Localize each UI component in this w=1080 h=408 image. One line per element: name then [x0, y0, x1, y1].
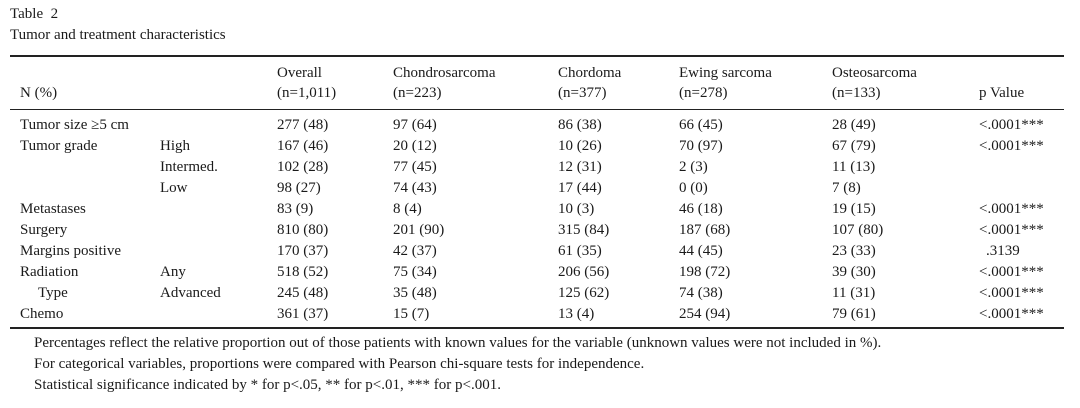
cell-overall: 83 (9) — [277, 201, 314, 217]
cell-overall: 167 (46) — [277, 138, 329, 154]
cell-ewing: 187 (68) — [679, 222, 731, 238]
header-chordoma: Chordoma — [558, 65, 622, 81]
row-sublabel: Advanced — [160, 285, 221, 301]
cell-chordoma: 17 (44) — [558, 180, 602, 196]
cell-osteosarcoma: 107 (80) — [832, 222, 884, 238]
bottom-rule — [10, 327, 1064, 329]
header-chondrosarcoma: Chondrosarcoma — [393, 65, 496, 81]
header-ewing-sarcoma: Ewing sarcoma — [679, 65, 772, 81]
cell-overall: 277 (48) — [277, 117, 329, 133]
cell-p-value: <.0001*** — [979, 306, 1044, 322]
row-label: Surgery — [20, 222, 68, 238]
cell-ewing: 44 (45) — [679, 243, 723, 259]
row-label: Metastases — [20, 201, 86, 217]
cell-osteosarcoma: 67 (79) — [832, 138, 876, 154]
cell-chondrosarcoma: 75 (34) — [393, 264, 437, 280]
cell-ewing: 2 (3) — [679, 159, 708, 175]
header-n-label: N (%) — [20, 85, 58, 101]
row-label: Margins positive — [20, 243, 121, 259]
cell-chordoma: 61 (35) — [558, 243, 602, 259]
cell-chordoma: 125 (62) — [558, 285, 610, 301]
header-osteosarcoma: Osteosarcoma — [832, 65, 917, 81]
cell-chondrosarcoma: 35 (48) — [393, 285, 437, 301]
note-percentages: Percentages reflect the relative proport… — [34, 335, 882, 351]
cell-overall: 361 (37) — [277, 306, 329, 322]
cell-p-value: <.0001*** — [979, 117, 1044, 133]
cell-chondrosarcoma: 77 (45) — [393, 159, 437, 175]
cell-osteosarcoma: 19 (15) — [832, 201, 876, 217]
cell-ewing: 46 (18) — [679, 201, 723, 217]
cell-chordoma: 10 (3) — [558, 201, 595, 217]
cell-chondrosarcoma: 201 (90) — [393, 222, 445, 238]
cell-chordoma: 206 (56) — [558, 264, 610, 280]
cell-overall: 98 (27) — [277, 180, 321, 196]
cell-overall: 810 (80) — [277, 222, 329, 238]
cell-overall: 102 (28) — [277, 159, 329, 175]
cell-p-value: <.0001*** — [979, 264, 1044, 280]
cell-osteosarcoma: 11 (13) — [832, 159, 876, 175]
table-label: Table 2 — [10, 6, 59, 22]
header-chordoma-n: (n=377) — [558, 85, 607, 101]
cell-osteosarcoma: 7 (8) — [832, 180, 861, 196]
cell-chordoma: 13 (4) — [558, 306, 595, 322]
cell-overall: 170 (37) — [277, 243, 329, 259]
cell-osteosarcoma: 39 (30) — [832, 264, 876, 280]
cell-p-value: .3139 — [986, 243, 1020, 259]
header-ewing-sarcoma-n: (n=278) — [679, 85, 728, 101]
cell-chordoma: 12 (31) — [558, 159, 602, 175]
header-overall-n: (n=1,011) — [277, 85, 337, 101]
row-sublabel: Intermed. — [160, 159, 218, 175]
note-statistical-test: For categorical variables, proportions w… — [34, 356, 645, 372]
cell-chondrosarcoma: 20 (12) — [393, 138, 437, 154]
cell-chondrosarcoma: 74 (43) — [393, 180, 437, 196]
header-rule — [10, 109, 1064, 110]
cell-ewing: 254 (94) — [679, 306, 731, 322]
cell-overall: 518 (52) — [277, 264, 329, 280]
row-label: Type — [38, 285, 68, 301]
row-label: Tumor grade — [20, 138, 98, 154]
cell-ewing: 0 (0) — [679, 180, 708, 196]
cell-ewing: 198 (72) — [679, 264, 731, 280]
table-notes: Percentages reflect the relative proport… — [34, 333, 881, 396]
cell-chordoma: 315 (84) — [558, 222, 610, 238]
cell-chondrosarcoma: 8 (4) — [393, 201, 422, 217]
header-chondrosarcoma-n: (n=223) — [393, 85, 442, 101]
cell-p-value: <.0001*** — [979, 138, 1044, 154]
row-label: Radiation — [20, 264, 79, 280]
cell-overall: 245 (48) — [277, 285, 329, 301]
cell-osteosarcoma: 79 (61) — [832, 306, 876, 322]
cell-p-value: <.0001*** — [979, 285, 1044, 301]
cell-osteosarcoma: 23 (33) — [832, 243, 876, 259]
cell-chordoma: 10 (26) — [558, 138, 602, 154]
header-p-value: p Value — [979, 85, 1025, 101]
row-sublabel: Any — [160, 264, 186, 280]
note-significance: Statistical significance indicated by * … — [34, 377, 501, 393]
header-overall: Overall — [277, 65, 322, 81]
cell-chondrosarcoma: 97 (64) — [393, 117, 437, 133]
cell-osteosarcoma: 28 (49) — [832, 117, 876, 133]
row-label: Chemo — [20, 306, 64, 322]
cell-p-value: <.0001*** — [979, 201, 1044, 217]
cell-ewing: 70 (97) — [679, 138, 723, 154]
cell-chondrosarcoma: 15 (7) — [393, 306, 430, 322]
top-rule — [10, 55, 1064, 57]
cell-ewing: 66 (45) — [679, 117, 723, 133]
row-sublabel: High — [160, 138, 190, 154]
row-sublabel: Low — [160, 180, 188, 196]
cell-chordoma: 86 (38) — [558, 117, 602, 133]
cell-ewing: 74 (38) — [679, 285, 723, 301]
table-caption: Tumor and treatment characteristics — [10, 27, 226, 43]
cell-p-value: <.0001*** — [979, 222, 1044, 238]
row-label: Tumor size ≥5 cm — [20, 117, 129, 133]
cell-chondrosarcoma: 42 (37) — [393, 243, 437, 259]
cell-osteosarcoma: 11 (31) — [832, 285, 876, 301]
header-osteosarcoma-n: (n=133) — [832, 85, 881, 101]
